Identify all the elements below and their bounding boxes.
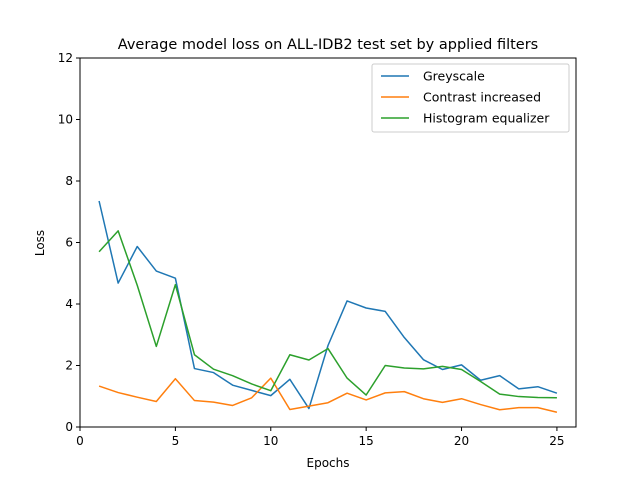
series-line-2 [98,230,557,399]
x-tick-label: 0 [76,434,84,448]
y-axis-label: Loss [33,230,47,256]
chart-title: Average model loss on ALL-IDB2 test set … [118,37,538,53]
x-tick-label: 25 [549,434,564,448]
legend-label-1: Contrast increased [423,90,541,105]
legend-box [371,63,570,133]
y-tick-label: 8 [65,174,73,188]
y-tick-label: 6 [65,236,73,250]
legend-label-2: Histogram equalizer [423,111,550,126]
legend-label-0: Greyscale [423,69,485,84]
y-tick-label: 0 [65,420,73,434]
legend: Greyscale Contrast increased Histogram equ… [371,63,570,133]
y-tick-label: 12 [58,51,73,65]
x-tick-label: 10 [263,434,278,448]
x-tick-label: 20 [454,434,469,448]
series-line-0 [98,200,558,410]
series-line-1 [98,377,558,413]
y-tick-label: 10 [58,113,73,127]
y-tick-label: 4 [65,297,73,311]
x-tick-label: 15 [359,434,374,448]
x-axis-label: Epochs [307,456,350,470]
plot-area: 0 5 10 15 20 25 0 2 4 6 8 10 12 [58,51,577,448]
y-tick-label: 2 [65,359,73,373]
x-tick-label: 5 [172,434,180,448]
